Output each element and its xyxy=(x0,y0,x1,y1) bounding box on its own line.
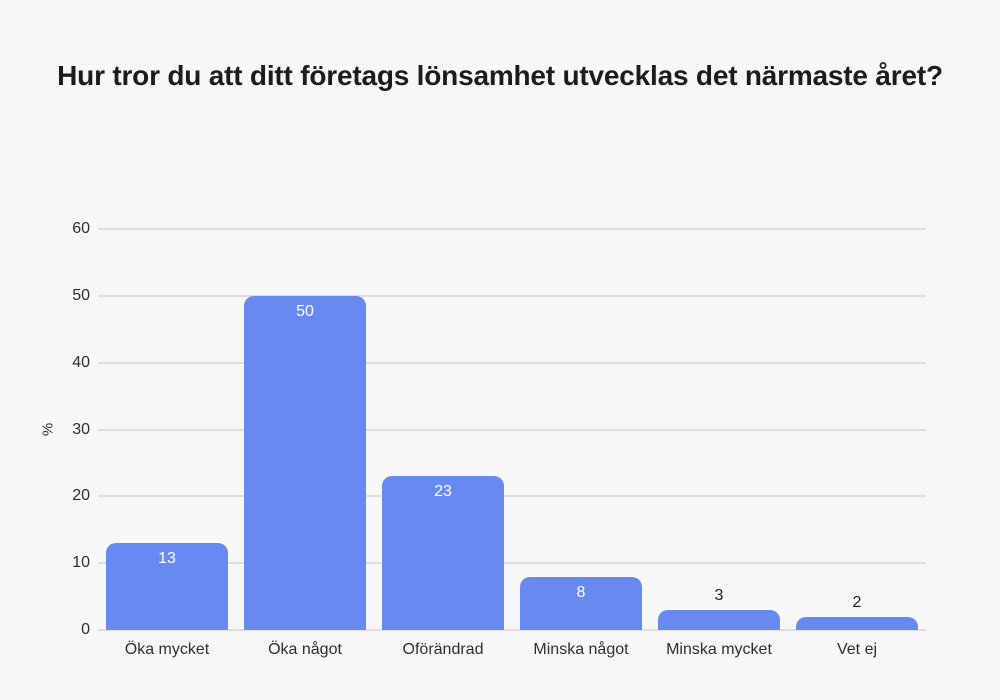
bar-oka-mycket xyxy=(106,543,228,630)
x-axis-label-minska-mycket: Minska mycket xyxy=(666,641,772,658)
bar-value-label-oka-mycket: 13 xyxy=(158,550,176,567)
gridline-30 xyxy=(98,428,926,431)
y-axis-tick-label-10: 10 xyxy=(72,554,90,572)
bar-oforandrad xyxy=(382,476,504,630)
bar-value-label-vet-ej: 2 xyxy=(852,594,862,611)
y-axis-tick-label-50: 50 xyxy=(72,286,90,304)
gridline-20 xyxy=(98,495,926,498)
plot-area: 13 50 23 8 3 2 xyxy=(98,228,926,631)
bar-oka-nagot xyxy=(244,296,366,630)
y-axis-tick-label-20: 20 xyxy=(72,487,90,505)
gridline-60 xyxy=(98,228,926,230)
y-axis-tick-label-60: 60 xyxy=(72,220,90,237)
x-axis-label-oka-nagot: Öka något xyxy=(268,641,342,658)
x-axis-label-vet-ej: Vet ej xyxy=(836,641,878,658)
bar-value-label-minska-nagot: 8 xyxy=(576,584,586,601)
bar-minska-mycket xyxy=(658,610,780,630)
y-axis-tick-label-40: 40 xyxy=(72,353,90,371)
bar-minska-nagot xyxy=(520,577,642,630)
bar-value-label-minska-mycket: 3 xyxy=(714,587,724,604)
x-axis-label-oka-mycket: Öka mycket xyxy=(124,641,210,658)
bar-value-label-oforandrad: 23 xyxy=(434,483,452,500)
gridline-10 xyxy=(98,562,926,565)
chart-title: Hur tror du att ditt företags lönsamhet … xyxy=(57,60,943,91)
y-axis-tick-label-30: 30 xyxy=(72,420,90,438)
bar-vet-ej xyxy=(796,617,918,630)
x-axis-label-minska-nagot: Minska något xyxy=(533,641,629,658)
y-axis-tick-label-0: 0 xyxy=(81,621,90,638)
gridline-40 xyxy=(98,361,926,364)
gridline-0 xyxy=(98,629,926,631)
x-axis-label-oforandrad: Oförändrad xyxy=(402,641,484,658)
bar-value-label-oka-nagot: 50 xyxy=(296,303,314,320)
gridline-50 xyxy=(98,294,926,297)
